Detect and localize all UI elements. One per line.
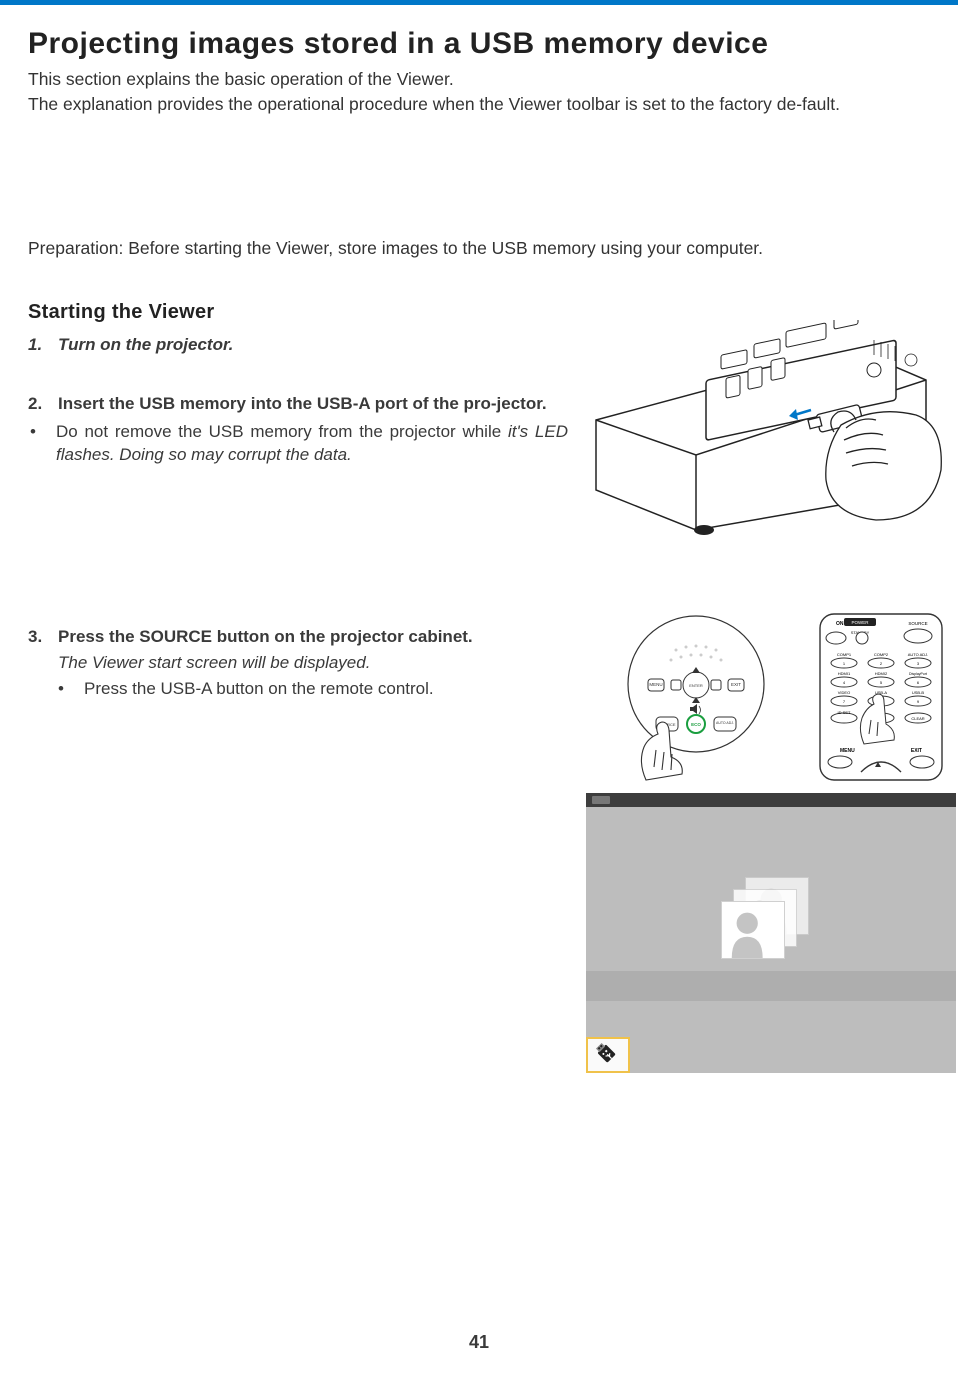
viewer-thumbnails xyxy=(721,877,821,967)
step3-number: 3. xyxy=(28,626,50,649)
remote-usbb: USB-B xyxy=(912,690,925,695)
remote-comp1: COMP1 xyxy=(837,652,852,657)
step3-row: 3. Press the SOURCE button on the projec… xyxy=(28,620,930,1073)
viewer-tab-icon xyxy=(592,796,610,804)
step2-bullet-plain: Do not remove the USB memory from the pr… xyxy=(56,422,508,441)
step2-number: 2. xyxy=(28,393,50,416)
intro-block: This section explains the basic operatio… xyxy=(28,67,930,118)
remote-source: SOURCE xyxy=(908,621,927,626)
step3-bullet: Press the USB-A button on the remote con… xyxy=(84,679,434,699)
remote-on: ON xyxy=(836,621,844,627)
intro-line-1: This section explains the basic operatio… xyxy=(28,67,930,92)
remote-clear: CLEAR xyxy=(911,716,924,721)
step1-number: 1. xyxy=(28,334,50,357)
page-number: 41 xyxy=(0,1332,958,1353)
bullet-dot-2: • xyxy=(58,679,72,699)
viewer-titlebar xyxy=(586,793,956,807)
step3-text: Press the SOURCE button on the projector… xyxy=(58,626,473,649)
remote-power: POWER xyxy=(851,620,869,625)
remote-menu: MENU xyxy=(840,748,855,754)
intro-line-2: The explanation provides the operational… xyxy=(28,92,930,117)
step2-bullet: Do not remove the USB memory from the pr… xyxy=(56,420,568,468)
panel-label-auto: AUTO ADJ. xyxy=(716,721,734,725)
remote-dp: DisplayPort xyxy=(909,672,927,676)
page-title: Projecting images stored in a USB memory… xyxy=(28,27,930,61)
panel-label-exit: EXIT xyxy=(731,682,741,687)
remote-hdmi1: HDMI1 xyxy=(838,671,851,676)
figure-control-panel: MENU ENTER EXIT SOURCE ECO AUTO ADJ. xyxy=(586,612,806,787)
step1-text: Turn on the projector. xyxy=(58,334,233,357)
preparation-text: Preparation: Before starting the Viewer,… xyxy=(28,238,930,259)
remote-exit: EXIT xyxy=(911,748,922,754)
remote-idset: ID SET xyxy=(838,710,851,715)
panel-label-enter: ENTER xyxy=(689,683,703,688)
viewer-usb-badge xyxy=(586,1037,630,1073)
panel-label-eco: ECO xyxy=(691,722,701,727)
figure-remote: ON POWER STANDBY SOURCE COMP1 COMP2 AUTO… xyxy=(816,612,946,787)
panel-label-menu: MENU xyxy=(649,682,662,687)
remote-comp2: COMP2 xyxy=(874,652,889,657)
bullet-dot: • xyxy=(30,420,44,468)
figure-controls-row: MENU ENTER EXIT SOURCE ECO AUTO ADJ. xyxy=(586,612,956,787)
step3-subtext: The Viewer start screen will be displaye… xyxy=(28,653,568,673)
remote-video: VIDEO xyxy=(838,690,850,695)
page-content: Projecting images stored in a USB memory… xyxy=(0,5,958,1073)
figure-usb-insert xyxy=(576,320,946,550)
step2-text: Insert the USB memory into the USB-A por… xyxy=(58,393,547,416)
step1-row: 1. Turn on the projector. 2. Insert the … xyxy=(28,328,930,550)
remote-hdmi2: HDMI2 xyxy=(875,671,888,676)
remote-autoadj: AUTO ADJ. xyxy=(908,652,929,657)
usb-stick-icon xyxy=(595,1042,621,1068)
figure-viewer-start-screen xyxy=(586,793,956,1073)
